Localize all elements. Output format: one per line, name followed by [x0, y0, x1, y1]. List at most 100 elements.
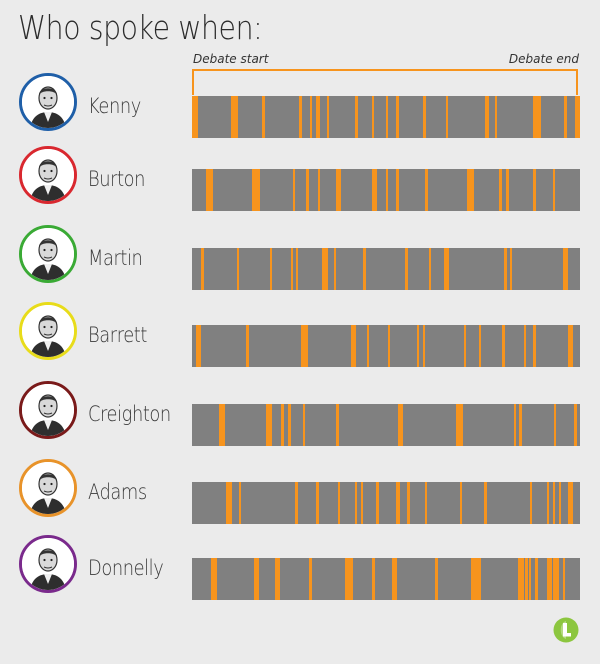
- speaking-segment: [547, 482, 550, 524]
- portrait-icon: [22, 76, 74, 128]
- speaking-segment: [395, 482, 400, 524]
- speaking-segment: [498, 169, 503, 211]
- speaking-segment: [533, 96, 542, 138]
- debate-end-label: Debate end: [508, 52, 579, 66]
- speaking-segment: [230, 96, 238, 138]
- speaking-segment: [211, 558, 218, 600]
- speaking-segment: [528, 558, 532, 600]
- speaker-name: Adams: [88, 480, 147, 504]
- speaking-segment: [463, 325, 466, 367]
- speaking-segment: [372, 558, 376, 600]
- avatar-burton: [19, 146, 77, 204]
- speaking-segment: [354, 482, 358, 524]
- speaking-segment: [547, 558, 552, 600]
- speaking-segment: [252, 169, 260, 211]
- speaking-segment: [455, 404, 463, 446]
- portrait-icon: [22, 149, 74, 201]
- speaker-name: Kenny: [88, 94, 141, 118]
- portrait-icon: [22, 384, 74, 436]
- speaking-segment: [261, 96, 265, 138]
- speaking-segment: [300, 325, 308, 367]
- speaking-segment: [417, 325, 420, 367]
- speaking-segment: [422, 96, 426, 138]
- speaking-segment: [428, 248, 431, 290]
- speaking-segment: [335, 404, 339, 446]
- timeline-track-barrett: [192, 325, 580, 367]
- speaking-segment: [387, 325, 391, 367]
- speaking-segment: [366, 325, 369, 367]
- speaking-segment: [524, 558, 528, 600]
- speaking-segment: [535, 558, 539, 600]
- avatar-creighton: [19, 381, 77, 439]
- speaking-segment: [529, 482, 532, 524]
- timeline-track-donnelly: [192, 558, 580, 600]
- speaking-segment: [405, 248, 408, 290]
- speaking-segment: [434, 558, 439, 600]
- speaking-segment: [510, 248, 513, 290]
- speaking-segment: [479, 325, 482, 367]
- speaking-segment: [519, 404, 522, 446]
- timeline-track-adams: [192, 482, 580, 524]
- speaking-segment: [351, 325, 356, 367]
- speaking-segment: [192, 96, 198, 138]
- speaker-name: Barrett: [88, 323, 147, 347]
- chart-title: Who spoke when:: [18, 8, 263, 47]
- speaking-segment: [533, 325, 536, 367]
- speaking-segment: [483, 482, 487, 524]
- timeline-track-martin: [192, 248, 580, 290]
- speaking-segment: [205, 169, 213, 211]
- speaking-segment: [562, 558, 566, 600]
- speaking-segment: [302, 404, 305, 446]
- speaking-segment: [386, 96, 389, 138]
- speaking-segment: [502, 325, 506, 367]
- speaking-segment: [446, 96, 449, 138]
- speaking-segment: [335, 169, 342, 211]
- speaking-segment: [321, 248, 328, 290]
- speaking-segment: [553, 404, 556, 446]
- speaking-segment: [386, 169, 389, 211]
- speaking-segment: [484, 96, 489, 138]
- speaking-segment: [568, 482, 573, 524]
- avatar-kenny: [19, 73, 77, 131]
- speaking-segment: [269, 248, 272, 290]
- speaking-segment: [371, 96, 375, 138]
- speaking-segment: [568, 325, 573, 367]
- portrait-icon: [22, 462, 74, 514]
- speaking-segment: [574, 404, 577, 446]
- speaking-segment: [391, 558, 397, 600]
- speaking-segment: [288, 404, 291, 446]
- speaking-segment: [281, 404, 284, 446]
- speaking-segment: [333, 248, 336, 290]
- speaking-segment: [506, 169, 510, 211]
- speaking-segment: [552, 169, 556, 211]
- speaking-segment: [327, 96, 330, 138]
- speaking-segment: [345, 558, 353, 600]
- brand-logo: [553, 617, 579, 643]
- speaking-segment: [552, 482, 556, 524]
- speaking-segment: [424, 482, 428, 524]
- speaking-segment: [424, 169, 428, 211]
- speaking-segment: [265, 404, 272, 446]
- speaking-segment: [523, 325, 527, 367]
- speaking-segment: [564, 96, 567, 138]
- speaking-segment: [514, 404, 517, 446]
- avatar-barrett: [19, 302, 77, 360]
- speaking-segment: [236, 248, 240, 290]
- portrait-icon: [22, 538, 74, 590]
- speaking-segment: [318, 169, 321, 211]
- speaking-segment: [372, 169, 378, 211]
- speaking-segment: [533, 169, 536, 211]
- speaking-segment: [395, 96, 399, 138]
- speaking-segment: [292, 169, 296, 211]
- portrait-icon: [22, 228, 74, 280]
- speaking-segment: [309, 96, 312, 138]
- speaking-segment: [200, 248, 204, 290]
- timeline-track-creighton: [192, 404, 580, 446]
- timeline-track-kenny: [192, 96, 580, 138]
- speaking-segment: [362, 248, 366, 290]
- speaking-segment: [459, 482, 463, 524]
- speaking-segment: [504, 248, 507, 290]
- speaking-segment: [295, 248, 299, 290]
- speaker-name: Burton: [88, 167, 146, 191]
- speaking-segment: [471, 558, 482, 600]
